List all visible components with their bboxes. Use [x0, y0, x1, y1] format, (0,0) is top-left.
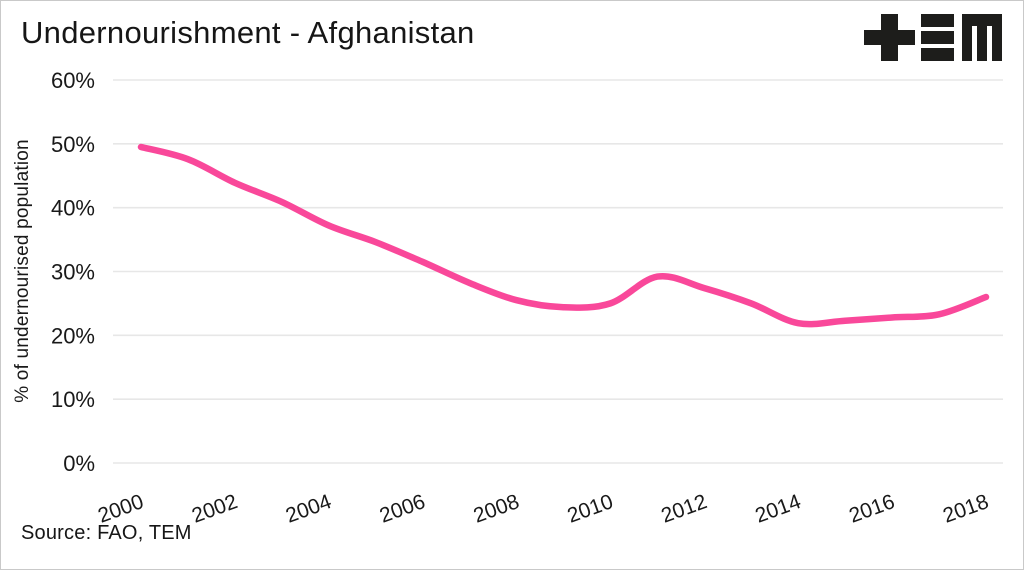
chart-title: Undernourishment - Afghanistan — [21, 15, 475, 50]
x-tick-label: 2010 — [564, 490, 616, 528]
logo-triple-bar-icon — [921, 14, 954, 27]
y-axis-tick-labels: 0% 10% 20% 30% 40% 50% 60% — [51, 68, 95, 476]
y-tick-label: 20% — [51, 323, 95, 348]
x-tick-label: 2016 — [846, 490, 898, 528]
gridlines — [113, 79, 1003, 464]
undernourishment-line — [137, 143, 990, 328]
tem-logo-glyphs — [864, 14, 1002, 61]
x-tick-label: 2012 — [658, 490, 710, 528]
x-axis-tick-labels: 2000 2002 2004 2006 2008 2010 2012 2014 2016 2018 — [95, 490, 992, 528]
x-tick-label: 2008 — [470, 490, 522, 528]
logo-triple-bar-icon — [921, 48, 954, 61]
tem-logo — [864, 14, 1002, 61]
y-tick-label: 30% — [51, 260, 95, 285]
x-tick-label: 2006 — [377, 490, 429, 528]
x-tick-label: 2014 — [752, 490, 804, 528]
logo-m-icon — [962, 14, 972, 61]
logo-m-icon — [992, 14, 1002, 61]
x-tick-label: 2004 — [283, 490, 335, 528]
y-tick-label: 60% — [51, 68, 95, 93]
logo-m-icon — [977, 14, 987, 61]
logo-plus-icon — [864, 30, 915, 45]
y-tick-label: 50% — [51, 132, 95, 157]
x-tick-label: 2018 — [940, 490, 992, 528]
y-tick-label: 10% — [51, 387, 95, 412]
logo-triple-bar-icon — [921, 31, 954, 44]
y-tick-label: 0% — [63, 451, 95, 476]
x-tick-label: 2002 — [189, 490, 241, 528]
y-tick-label: 40% — [51, 196, 95, 221]
source-note: Source: FAO, TEM — [21, 522, 192, 544]
